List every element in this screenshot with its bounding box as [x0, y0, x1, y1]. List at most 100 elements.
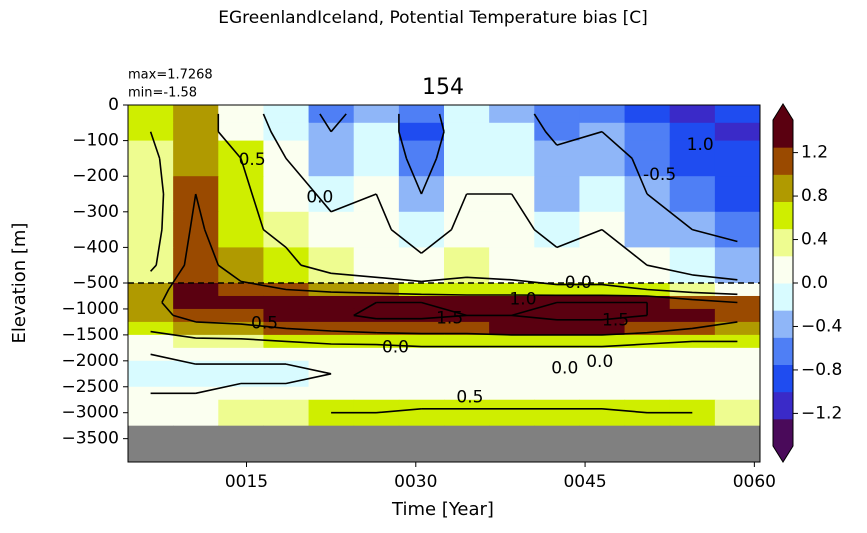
cell	[714, 399, 761, 427]
contour-line	[319, 113, 738, 243]
cell	[308, 211, 355, 248]
cell	[398, 360, 445, 388]
colorbar-band	[773, 174, 793, 202]
cell	[353, 122, 400, 142]
cell	[218, 122, 264, 142]
cell	[308, 105, 355, 124]
contour-label: 1.5	[602, 310, 629, 330]
cell	[624, 347, 671, 362]
cell	[534, 321, 580, 336]
mask-cell	[308, 425, 355, 463]
cell	[489, 321, 535, 336]
cell	[263, 295, 310, 310]
cell	[308, 334, 355, 349]
y-tick-label: −1000	[61, 299, 119, 319]
cell	[579, 247, 626, 284]
cell	[218, 386, 264, 401]
cell	[173, 283, 219, 297]
cell	[489, 360, 535, 388]
contour-line	[353, 301, 648, 321]
colorbar-tick-label: −0.4	[801, 316, 842, 336]
cell	[128, 360, 174, 388]
cell	[534, 283, 580, 297]
cell	[489, 283, 535, 297]
cell	[128, 105, 174, 124]
cell	[398, 321, 445, 336]
cell	[173, 105, 219, 124]
cell	[714, 321, 761, 336]
colorbar-band	[773, 310, 793, 338]
cell	[489, 105, 535, 124]
cell	[308, 122, 355, 142]
cell	[398, 347, 445, 362]
contour-label: 0.5	[239, 150, 266, 170]
cell	[489, 334, 535, 349]
annotation: max=1.7268	[128, 68, 213, 83]
colorbar-band	[773, 120, 793, 148]
cell	[669, 176, 716, 213]
cell	[308, 283, 355, 297]
cell	[444, 105, 490, 124]
colorbar-band	[773, 255, 793, 284]
cell	[308, 321, 355, 336]
y-tick-label: −3500	[61, 429, 119, 449]
cell	[263, 176, 310, 213]
cell	[173, 140, 219, 177]
cell	[353, 360, 400, 388]
mask-cell	[534, 425, 580, 463]
contour-label: 1.0	[509, 289, 536, 309]
cell	[398, 283, 445, 297]
colorbar-band	[773, 391, 793, 420]
y-tick-label: −2500	[61, 377, 119, 397]
contour-label: 0.5	[456, 387, 483, 407]
cell	[444, 399, 490, 427]
cell	[353, 386, 400, 401]
suptitle: EGreenlandIceland, Potential Temperature…	[218, 8, 648, 28]
cell	[579, 176, 626, 213]
contour-label: 0.0	[382, 337, 409, 357]
cell	[218, 283, 264, 297]
cell	[579, 321, 626, 336]
mask-cell	[173, 425, 219, 463]
cell	[714, 334, 761, 349]
colorbar-tick-label: 0.8	[801, 186, 828, 206]
cell	[579, 334, 626, 349]
cell	[218, 211, 264, 248]
mask-cell	[398, 425, 445, 463]
cell	[128, 140, 174, 177]
cell	[308, 360, 355, 388]
cell	[579, 399, 626, 427]
contour-label: 0.0	[306, 188, 333, 208]
cell	[579, 140, 626, 177]
mask-cell	[714, 425, 761, 463]
cell	[353, 347, 400, 362]
cell	[669, 308, 716, 323]
y-tick-label: −1500	[61, 325, 119, 345]
cell	[128, 334, 174, 349]
cell	[579, 105, 626, 124]
cell	[444, 283, 490, 297]
cell	[444, 321, 490, 336]
cell	[263, 399, 310, 427]
x-tick-label: 0045	[563, 472, 606, 492]
cell	[218, 105, 264, 124]
cell	[669, 105, 716, 124]
cell	[444, 347, 490, 362]
cell	[173, 295, 219, 310]
cell	[579, 347, 626, 362]
mask-cell	[444, 425, 490, 463]
contour-label: 0.5	[251, 313, 278, 333]
cell	[714, 308, 761, 323]
cell	[444, 122, 490, 142]
colorbar-band	[773, 337, 793, 365]
contour-line	[150, 113, 738, 395]
y-axis-label: Elevation [m]	[9, 223, 30, 344]
cell	[714, 176, 761, 213]
cell	[444, 140, 490, 177]
cell	[218, 334, 264, 349]
cell	[624, 211, 671, 248]
colorbar-tick-label: −0.8	[801, 360, 842, 380]
y-tick-label: −300	[72, 202, 119, 222]
cell	[714, 360, 761, 388]
